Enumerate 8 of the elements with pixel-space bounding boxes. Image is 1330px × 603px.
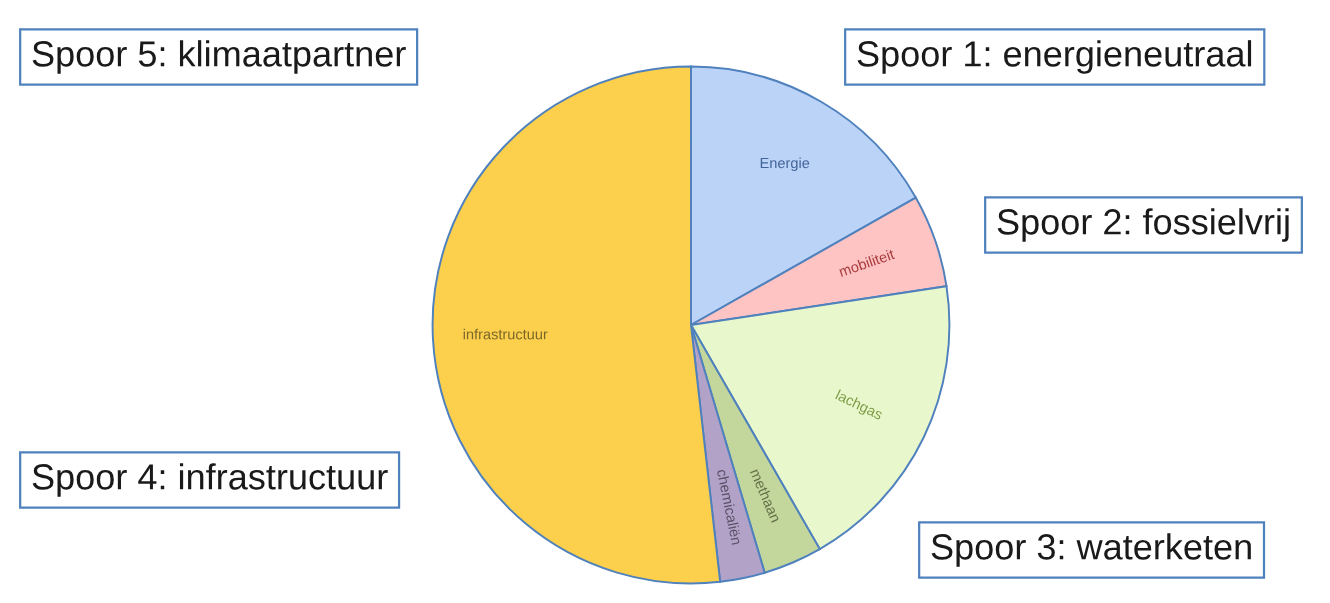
slice-label: chemicaliën: [716, 468, 743, 545]
text: Spoor 4: infrastructuur: [32, 463, 388, 497]
text: Spoor 2: fossielvrij: [997, 208, 1289, 242]
slice-label: infrastructuur: [463, 328, 548, 340]
text: Spoor 3: waterketen: [931, 533, 1251, 567]
text: Spoor 5: klimaatpartner: [32, 40, 406, 74]
text: Spoor 1: energieneutraal: [857, 40, 1252, 74]
slice-label: Energie: [760, 157, 810, 172]
